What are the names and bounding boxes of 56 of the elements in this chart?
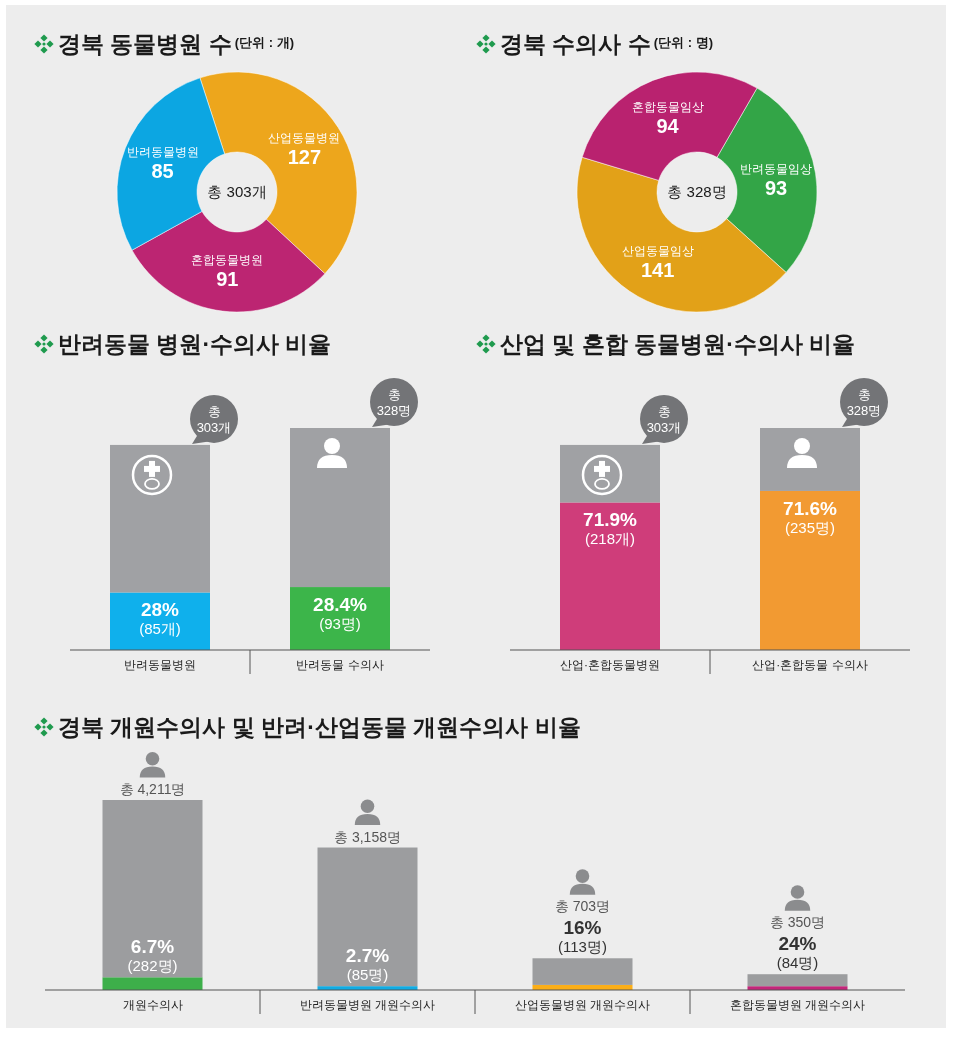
slice-label: 반려동물병원 — [126, 145, 199, 158]
bar — [747, 974, 848, 987]
total-label: 총 350명 — [769, 914, 826, 931]
data-label: 93 — [764, 176, 788, 199]
chart-title: 경북 개원수의사 및 반려·산업동물 개원수의사 비율 — [58, 714, 581, 740]
bar — [760, 490, 860, 650]
total-label: 총 303개 — [196, 403, 232, 435]
slice-label: 산업동물임상 — [621, 244, 694, 257]
bar — [317, 847, 418, 987]
slice-label: 혼합동물임상 — [631, 100, 704, 113]
bar — [760, 428, 860, 491]
total-label: 총 328명 — [846, 387, 882, 418]
data-label: 28.4% (93명) — [313, 594, 368, 633]
slice-label: 산업동물병원 — [268, 131, 341, 144]
bar — [102, 800, 203, 978]
bar — [110, 444, 210, 593]
total-label: 총 703명 — [554, 898, 611, 915]
data-label: 71.6% (235명) — [783, 497, 838, 536]
bar — [290, 428, 390, 588]
data-label: 71.9% (218개) — [583, 509, 638, 548]
data-label: 2.7% (85명) — [345, 945, 390, 984]
data-label: 28% (85개) — [139, 599, 181, 638]
data-label: 141 — [640, 258, 675, 281]
chart-subtitle: (단위 : 명) — [653, 35, 713, 50]
total-label: 총 303개 — [646, 403, 682, 435]
chart-subtitle: (단위 : 개) — [234, 35, 294, 50]
bar — [560, 444, 660, 503]
text: 총 303개 — [207, 183, 267, 200]
data-label: 94 — [656, 114, 680, 137]
total-label: 총 4,211명 — [119, 781, 186, 797]
total-label: 총 3,158명 — [334, 828, 401, 845]
data-label: 91 — [216, 268, 239, 291]
data-label: 24% (84명) — [776, 933, 819, 972]
x-tick-label: 개원수의사 — [122, 998, 183, 1012]
slice-label: 혼합동물병원 — [191, 254, 264, 267]
chart-title: 산업 및 혼합 동물병원·수의사 비율 — [500, 331, 856, 357]
data-label: 127 — [287, 145, 322, 168]
data-label: 16% (113명) — [558, 917, 607, 956]
data-label: 6.7% (282명) — [127, 936, 178, 975]
chart-title: 경북 동물병원 수 — [58, 31, 232, 57]
bar — [102, 977, 203, 990]
total-label: 총 328명 — [376, 387, 412, 418]
x-tick-label: 산업·혼합동물 수의사 — [752, 658, 868, 672]
bar — [532, 958, 633, 985]
x-tick-label: 산업·혼합동물병원 — [560, 658, 660, 672]
data-label: 85 — [151, 159, 174, 182]
chart-title: 반려동물 병원·수의사 비율 — [58, 331, 332, 357]
text: 총 328명 — [667, 183, 727, 200]
bar — [560, 502, 660, 650]
x-tick-label: 혼합동물병원 개원수의사 — [729, 998, 866, 1012]
x-tick-label: 반려동물 수의사 — [296, 658, 384, 672]
slice-label: 반려동물임상 — [740, 162, 813, 175]
x-tick-label: 산업동물병원 개원수의사 — [514, 998, 651, 1012]
chart-title: 경북 수의사 수 — [500, 31, 651, 57]
x-tick-label: 반려동물병원 — [124, 658, 196, 672]
x-tick-label: 반려동물병원 개원수의사 — [299, 998, 436, 1012]
